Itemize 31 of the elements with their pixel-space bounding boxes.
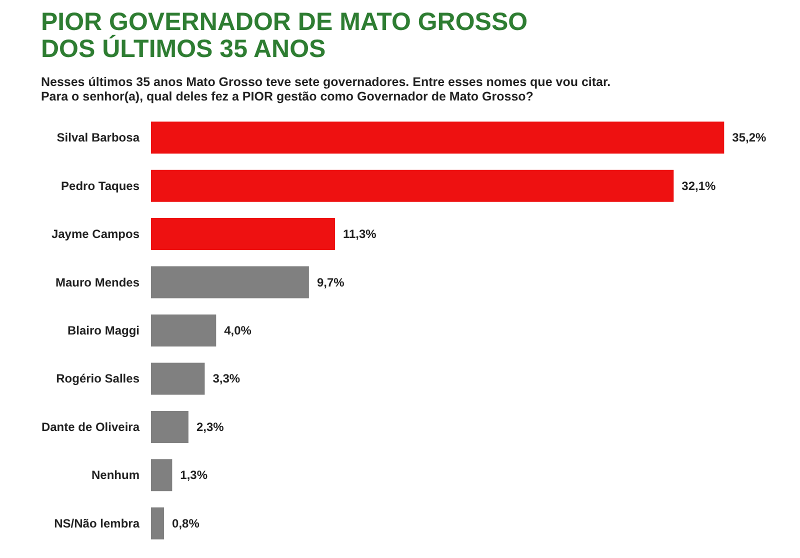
data-label: 1,3% [180,468,208,482]
y-tick-label: Pedro Taques [61,178,140,193]
bar [151,410,188,443]
data-label: 9,7% [316,275,345,290]
bar [151,459,172,492]
text: Para o senhor(a), qual deles fez a PIOR gestão como Governador de Mato Grosso? [40,90,534,104]
y-tick-label: Nenhum [92,468,140,482]
data-label: 4,0% [224,324,252,338]
data-label: 2,3% [196,420,224,434]
data-label: 3,3% [212,372,240,386]
y-tick-label: Silval Barbosa [56,130,140,145]
bar [151,170,674,202]
y-tick-label: Dante de Oliveira [41,420,140,434]
bar [151,122,724,154]
y-tick-label: Blairo Maggi [67,324,140,338]
data-label: 32,1% [682,178,716,193]
y-tick-label: Rogério Salles [56,372,140,386]
bar [151,218,335,250]
data-label: 11,3% [342,227,377,242]
bar [151,362,205,395]
data-label: 35,2% [732,130,767,145]
y-tick-label: NS/Não lembra [54,516,140,530]
y-tick-label: Jayme Campos [51,227,140,242]
bar [151,314,216,346]
bar [151,507,164,540]
bar [151,266,309,298]
y-tick-label: Mauro Mendes [55,275,140,290]
text: Nesses últimos 35 anos Mato Grosso teve sete governadores. Entre esses nomes que vou citar. [40,75,611,89]
text: PIOR GOVERNADOR DE MATO GROSSO [40,8,528,36]
text: DOS ÚLTIMOS 35 ANOS [40,35,326,63]
data-label: 0,8% [172,516,200,530]
